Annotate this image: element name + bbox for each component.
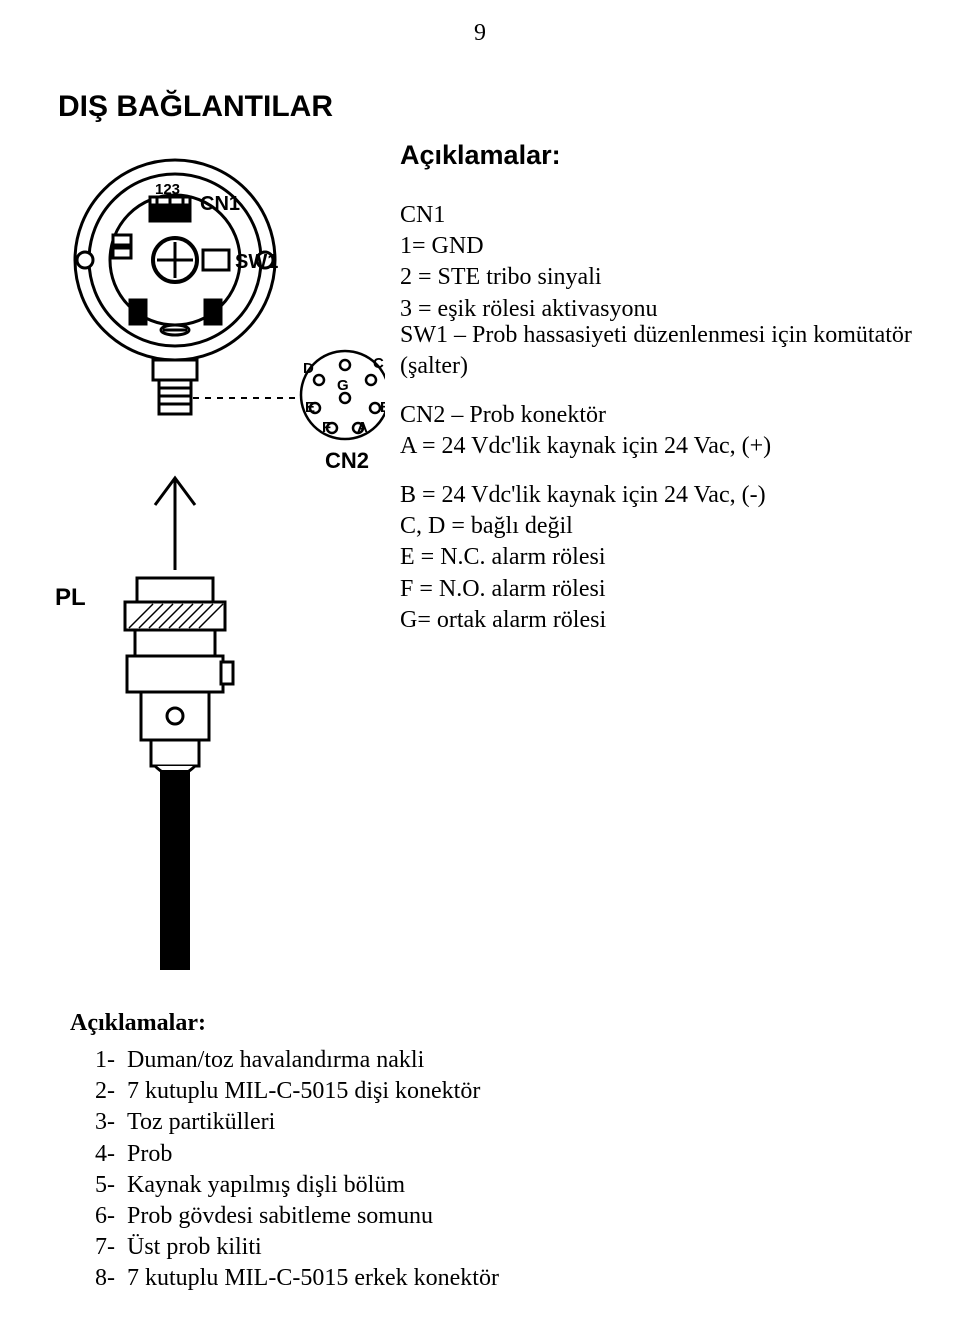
cn2-block-b: B = 24 Vdc'lik kaynak için 24 Vac, (-) C… — [400, 480, 766, 636]
cn2-line: G= ortak alarm rölesi — [400, 605, 766, 636]
cn2-line: C, D = bağlı değil — [400, 511, 766, 542]
page-number: 9 — [0, 20, 960, 47]
list-item: 5-Kaynak yapılmış dişli bölüm — [95, 1170, 499, 1201]
list-item: 7-Üst prob kiliti — [95, 1232, 499, 1263]
list-item: 6-Prob gövdesi sabitleme somunu — [95, 1201, 499, 1232]
svg-text:E: E — [305, 399, 315, 416]
cn1-line: 1= GND — [400, 231, 658, 262]
bottom-legend-list: 1-Duman/toz havalandırma nakli 2-7 kutup… — [95, 1045, 499, 1295]
diagram-label-123: 123 — [155, 181, 180, 198]
cn1-line: 2 = STE tribo sinyali — [400, 262, 658, 293]
cn2-header: CN2 – Prob konektör — [400, 400, 930, 431]
cn2-line: B = 24 Vdc'lik kaynak için 24 Vac, (-) — [400, 480, 766, 511]
svg-text:F: F — [322, 419, 331, 436]
svg-text:C: C — [373, 355, 384, 372]
cn1-block: CN1 1= GND 2 = STE tribo sinyali 3 = eşi… — [400, 200, 658, 325]
list-item: 4-Prob — [95, 1139, 499, 1170]
cn1-header: CN1 — [400, 200, 658, 231]
diagram-label-cn2: CN2 — [325, 448, 369, 473]
sw1-line: SW1 – Prob hassasiyeti düzenlenmesi için… — [400, 322, 912, 379]
svg-text:B: B — [380, 399, 385, 416]
svg-text:A: A — [357, 419, 368, 436]
list-item: 3-Toz partikülleri — [95, 1107, 499, 1138]
bottom-legend-title: Açıklamalar: — [70, 1010, 206, 1037]
document-page: 9 DIŞ BAĞLANTILAR Açıklamalar: CN1 1= GN… — [0, 0, 960, 1317]
cn2-block-a: CN2 – Prob konektör A = 24 Vdc'lik kayna… — [400, 400, 930, 462]
svg-text:G: G — [337, 377, 349, 394]
svg-text:D: D — [303, 360, 314, 377]
diagram-label-cn1: CN1 — [200, 193, 240, 215]
list-item: 1-Duman/toz havalandırma nakli — [95, 1045, 499, 1076]
diagram-label-sw1: SW1 — [235, 251, 278, 273]
diagram-label-pl: PL — [55, 584, 86, 611]
legend-title: Açıklamalar: — [400, 140, 561, 171]
cn2-line: A = 24 Vdc'lik kaynak için 24 Vac, (+) — [400, 431, 930, 462]
section-title: DIŞ BAĞLANTILAR — [58, 90, 333, 124]
list-item: 2-7 kutuplu MIL-C-5015 dişi konektör — [95, 1076, 499, 1107]
cn2-line: E = N.C. alarm rölesi — [400, 542, 766, 573]
list-item: 8-7 kutuplu MIL-C-5015 erkek konektör — [95, 1263, 499, 1294]
cn2-line: F = N.O. alarm rölesi — [400, 574, 766, 605]
connector-diagram: 123 CN1 SW1 — [55, 150, 385, 970]
sw1-block: SW1 – Prob hassasiyeti düzenlenmesi için… — [400, 320, 920, 382]
